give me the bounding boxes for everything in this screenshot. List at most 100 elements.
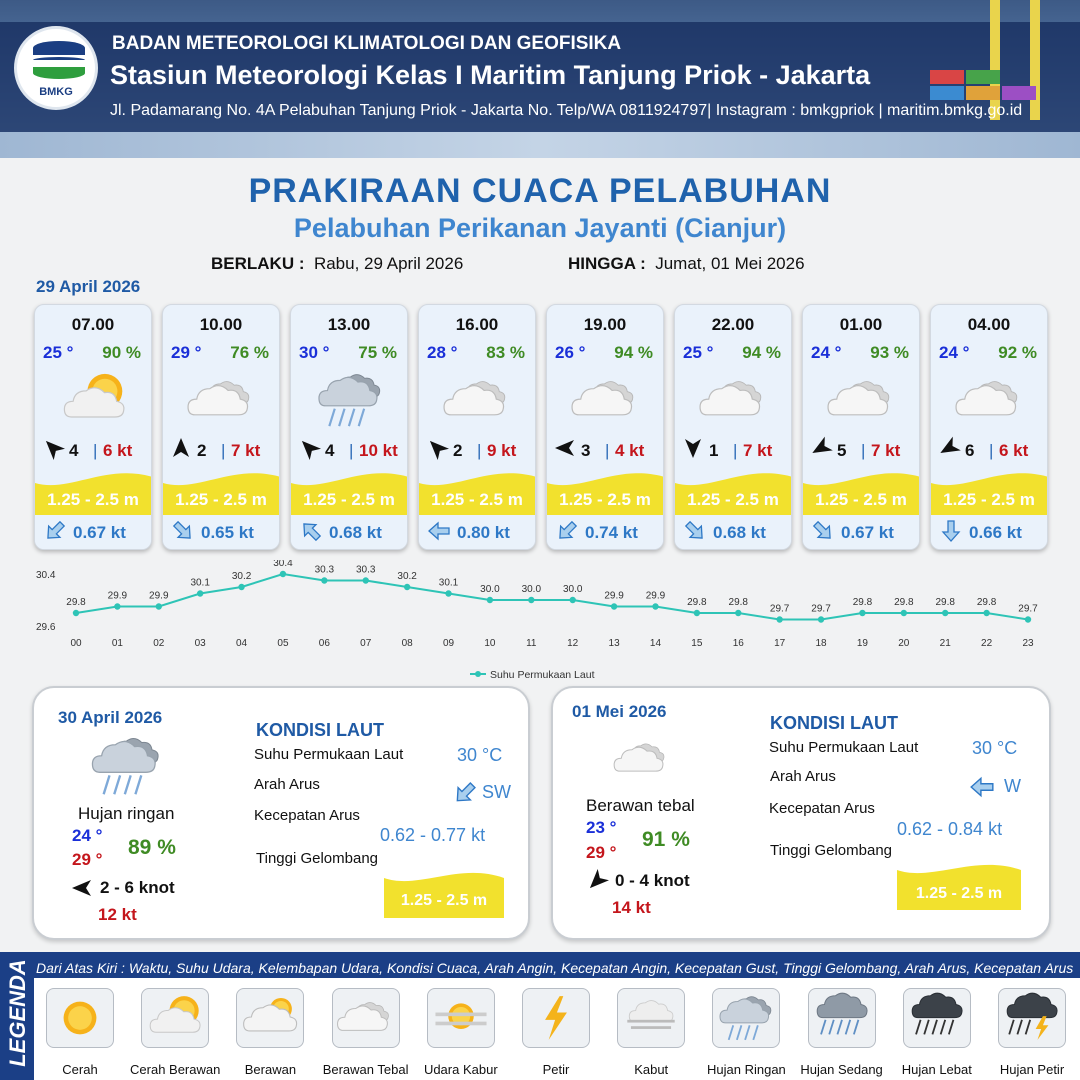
current-direction-icon [811,519,835,543]
hour-wave: 1.25 - 2.5 m [47,490,139,509]
hour-time: 16.00 [455,315,499,334]
logo-text: BMKG [39,86,73,98]
day-card-1: 01 Mei 2026 Berawan tebal 23 ° 29 ° 91 %… [551,686,1051,940]
sst-label: Suhu Permukaan Laut [769,739,919,756]
station-address: Jl. Padamarang No. 4A Pelabuhan Tanjung … [110,102,1023,119]
current-speed-label: Kecepatan Arus [769,800,875,817]
hour-time: 01.00 [839,315,883,334]
crane-graphic [1030,0,1040,120]
separator: | [221,441,226,460]
hour-wind-speed: 3 [581,441,591,460]
hujan-ringan-icon [86,730,166,802]
hour-gust: 7 kt [871,441,901,460]
x-tick-label: 01 [112,638,124,649]
x-tick-label: 11 [526,638,537,649]
wave-graphic [547,473,663,515]
x-tick-label: 12 [567,638,579,649]
sea-title: KONDISI LAUT [770,713,898,733]
hour-current-speed: 0.74 kt [585,523,638,542]
hour-time: 22.00 [711,315,755,334]
container-graphic [930,86,964,100]
y-tick-label: 30.4 [36,570,56,581]
current-direction-icon [171,519,195,543]
x-tick-label: 06 [319,638,331,649]
data-point [155,603,162,610]
data-point [900,609,908,617]
current-dir-value: SW [482,782,511,802]
hour-temp: 25 ° [683,343,714,362]
forecast-date: 29 April 2026 [36,277,141,296]
hour-time: 13.00 [327,315,371,334]
wind-direction-icon [297,436,322,461]
data-label: 30.0 [522,584,542,595]
container-graphic [930,70,964,84]
crane-graphic [990,0,1000,120]
hour-humidity: 90 % [102,343,141,362]
legend-label: Petir [542,1062,570,1077]
berawan-tebal-icon [697,365,771,435]
hour-temp: 28 ° [427,343,458,362]
day-date: 01 Mei 2026 [572,702,667,721]
legend-description: Dari Atas Kiri : Waktu, Suhu Udara, Kele… [36,960,1074,976]
data-point [238,583,245,591]
hour-humidity: 92 % [998,343,1037,362]
wind-direction-icon [681,436,705,460]
hour-humidity: 75 % [358,343,397,362]
x-tick-label: 08 [402,638,414,649]
day-card-0: 30 April 2026 Hujan ringan 24 ° 29 ° 89 … [32,686,530,940]
x-tick-label: 16 [733,638,745,649]
page-subtitle: Pelabuhan Perikanan Jayanti (Cianjur) [293,213,787,243]
header-band [0,22,1080,132]
wave-graphic [419,473,535,515]
hour-wave: 1.25 - 2.5 m [431,490,523,509]
data-label: 29.8 [935,597,955,608]
hour-current-speed: 0.66 kt [969,523,1022,542]
valid-to: HINGGA : Jumat, 01 Mei 2026 [568,254,805,273]
day-temp-min: 24 ° [72,826,103,845]
data-label: 29.8 [729,597,749,608]
cerah-berawan-icon [57,365,131,435]
wave-graphic [675,473,791,515]
petir-icon [522,988,590,1048]
data-point [693,609,701,617]
data-label: 29.8 [894,597,914,608]
legend-label: Hujan Ringan [707,1062,786,1077]
hour-wave: 1.25 - 2.5 m [303,490,395,509]
data-point [776,616,783,623]
data-point [1024,616,1032,623]
hour-current-speed: 0.67 kt [73,523,126,542]
separator: | [989,441,994,460]
data-label: 29.8 [977,597,997,608]
data-label: 29.9 [108,591,128,602]
hour-gust: 4 kt [615,441,645,460]
legend-marker [475,671,481,677]
data-point [735,609,742,617]
hour-gust: 9 kt [487,441,517,460]
hour-temp: 26 ° [555,343,586,362]
x-tick-label: 15 [691,638,703,649]
legend-label: Kabut [634,1062,669,1077]
x-tick-label: 22 [981,638,993,649]
x-tick-label: 23 [1022,638,1034,649]
day-date: 30 April 2026 [58,708,163,727]
current-direction-icon [43,519,67,543]
day-wind-speed: 0 - 4 knot [615,871,690,890]
y-tick-label: 29.6 [36,622,56,633]
day-humidity: 91 % [642,828,690,851]
data-point [983,609,990,617]
berawan-tebal-icon [331,988,400,1048]
station-name: Stasiun Meteorologi Kelas I Maritim Tanj… [110,60,871,90]
data-point [321,577,328,584]
day-gust: 14 kt [612,898,651,917]
data-label: 30.2 [232,571,252,582]
hour-current-speed: 0.65 kt [201,523,254,542]
day-temp-min: 23 ° [586,818,617,837]
hour-card: 01.00 24 ° 93 % 5 | 7 kt 1.25 - 2.5 m 0.… [802,304,920,550]
hour-humidity: 83 % [486,343,525,362]
wave-graphic [931,473,1047,515]
x-tick-label: 05 [277,638,289,649]
legend-label: Hujan Petir [999,1062,1065,1077]
sst-value: 30 °C [972,738,1018,758]
data-label: 29.9 [149,591,169,602]
hour-wind-speed: 5 [837,441,847,460]
